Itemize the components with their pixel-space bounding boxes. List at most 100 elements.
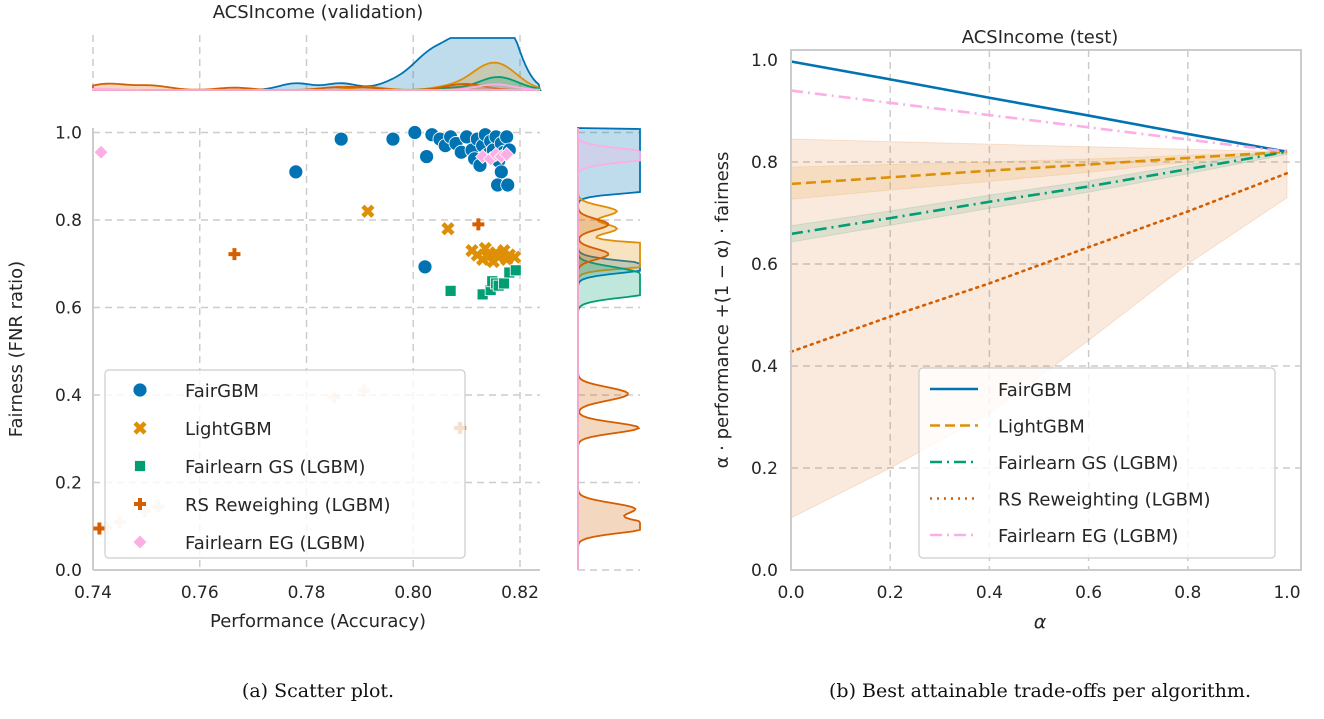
marker-circle (333, 131, 349, 147)
marker-circle (419, 149, 434, 164)
data-point (288, 164, 304, 180)
x-tick-label: 0.0 (777, 583, 804, 603)
y-tick-label: 1.0 (751, 51, 778, 71)
marker-square (134, 460, 146, 472)
legend-marker (133, 421, 147, 435)
y-tick-label: 0.6 (751, 255, 778, 275)
legend-label: FairGBM (185, 381, 259, 402)
marker-circle (288, 164, 304, 180)
data-point (333, 131, 349, 147)
x-tick-label: 0.80 (394, 583, 432, 603)
y-tick-label: 0.0 (751, 561, 778, 581)
data-point (444, 284, 457, 297)
series-line (790, 89, 1288, 154)
x-axis-label: α (1034, 611, 1047, 633)
marker-plus (472, 218, 485, 231)
data-point (419, 149, 434, 164)
marker-circle (385, 131, 401, 147)
y-tick-label: 0.8 (751, 153, 778, 173)
marker-x (441, 222, 455, 236)
marginal-x-kde (92, 83, 541, 91)
marker-x (508, 250, 522, 264)
x-tick-label: 0.6 (1075, 583, 1102, 603)
chart-title: ACSIncome (validation) (213, 2, 424, 23)
data-point (228, 248, 241, 261)
y-tick-label: 0.4 (751, 357, 778, 377)
marker-diamond (93, 144, 109, 160)
legend-label: FairGBM (998, 380, 1072, 401)
marker-x (133, 421, 147, 435)
legend-marker (132, 534, 148, 550)
legend-marker (134, 460, 146, 472)
data-point (361, 204, 375, 218)
marker-plus (228, 248, 241, 261)
data-point (498, 277, 510, 290)
marker-diamond (475, 148, 491, 165)
marker-plus (93, 522, 106, 535)
data-point (93, 522, 106, 535)
data-point (499, 129, 515, 145)
legend-marker (134, 498, 146, 510)
marker-circle (493, 164, 509, 180)
y-tick-label: 0.2 (55, 474, 82, 494)
marker-circle (132, 382, 148, 398)
y-axis-label: Fairness (FNR ratio) (6, 261, 27, 437)
y-tick-label: 0.4 (55, 386, 82, 406)
x-tick-label: 1.0 (1273, 583, 1300, 603)
marker-diamond (132, 534, 148, 550)
y-tick-label: 0.6 (55, 299, 82, 319)
marker-circle (407, 125, 423, 140)
marginal-y-kde (577, 127, 641, 570)
data-point (500, 177, 516, 193)
data-point (493, 164, 509, 180)
marker-x (478, 241, 492, 256)
legend-label: RS Reweighting (LGBM) (998, 490, 1211, 511)
y-tick-label: 0.0 (55, 561, 82, 581)
legend-label: LightGBM (998, 417, 1085, 438)
legend-box (104, 369, 466, 559)
data-point (93, 144, 109, 160)
series-line (790, 60, 1288, 154)
x-tick-label: 0.74 (74, 583, 112, 603)
x-tick-label: 0.76 (181, 583, 219, 603)
caption-b: (b) Best attainable trade-offs per algor… (829, 680, 1251, 702)
chart-title: ACSIncome (test) (962, 27, 1119, 48)
data-point (441, 222, 455, 236)
data-point (385, 131, 401, 147)
legend-box (918, 367, 1276, 559)
marker-square (444, 284, 457, 297)
x-tick-label: 0.2 (877, 583, 904, 603)
marker-circle (417, 259, 433, 275)
x-axis-label: Performance (Accuracy) (210, 611, 426, 632)
data-point (509, 264, 522, 277)
legend-label: LightGBM (185, 419, 272, 440)
y-tick-label: 1.0 (55, 124, 82, 144)
marker-circle (500, 177, 516, 193)
caption-a: (a) Scatter plot. (241, 680, 395, 702)
legend-label: Fairlearn EG (LGBM) (185, 533, 365, 554)
data-point (475, 148, 491, 165)
confidence-band (790, 138, 1288, 519)
marker-x (361, 204, 375, 218)
legend-label: Fairlearn GS (LGBM) (998, 453, 1178, 474)
data-point (478, 241, 492, 256)
x-tick-label: 0.8 (1174, 583, 1201, 603)
marker-plus (134, 498, 146, 510)
data-point (407, 125, 423, 140)
x-tick-label: 0.4 (976, 583, 1003, 603)
y-tick-label: 0.8 (55, 211, 82, 231)
legend-label: RS Reweighing (LGBM) (185, 495, 391, 516)
confidence-band (790, 151, 1288, 200)
marker-circle (499, 129, 515, 145)
x-tick-label: 0.78 (288, 583, 326, 603)
legend-label: Fairlearn GS (LGBM) (185, 457, 365, 478)
series-line (790, 150, 1288, 186)
y-tick-label: 0.2 (751, 459, 778, 479)
plot-frame (790, 49, 1302, 571)
marker-diamond (499, 146, 515, 162)
legend-label: Fairlearn EG (LGBM) (998, 526, 1178, 547)
data-point (499, 146, 515, 162)
series-line (790, 150, 1288, 236)
y-axis-label: α · performance +(1 − α) · fairness (712, 152, 733, 469)
